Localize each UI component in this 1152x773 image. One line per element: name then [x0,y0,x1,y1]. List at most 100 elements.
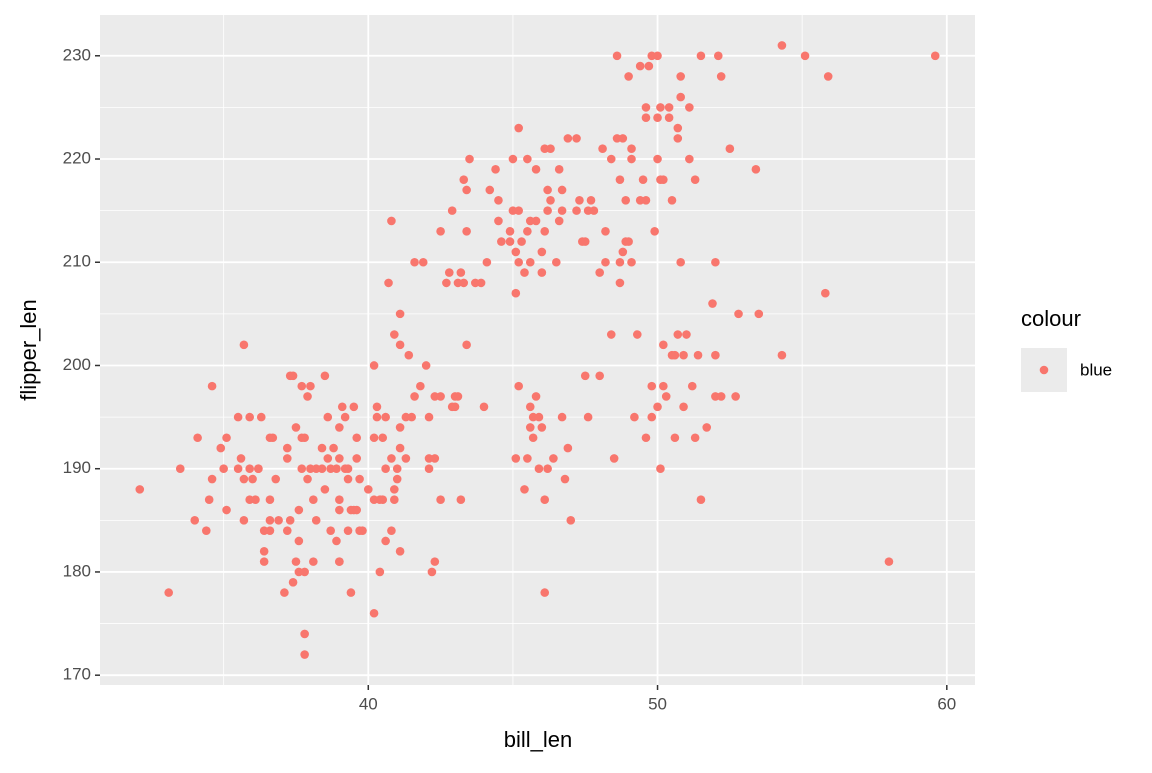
point [288,577,298,587]
x-tick-label: 50 [648,694,667,713]
point [294,536,304,546]
point [352,433,362,443]
point [256,412,266,422]
point [653,154,662,164]
point [494,196,503,205]
point [294,505,304,515]
point [378,433,388,443]
grid [100,15,975,685]
point [595,371,604,381]
point [517,237,526,246]
point [687,381,697,391]
point [494,216,503,226]
point [606,330,616,339]
point [601,226,610,236]
point [520,485,529,494]
point [456,268,466,277]
point [392,474,402,484]
point [369,608,379,618]
point [332,464,341,474]
point [685,154,694,164]
point [340,412,350,422]
point [265,516,275,525]
point [650,226,659,236]
point [202,526,211,535]
point [534,464,544,474]
point [627,144,636,153]
point [335,423,344,432]
point [395,309,405,319]
point [442,278,451,288]
point [659,340,668,350]
point [222,433,231,443]
point [557,206,567,215]
y-tick-label: 220 [63,148,91,167]
point [343,474,353,484]
point [207,474,217,484]
point [696,51,706,61]
point [511,288,521,298]
y-tick-label: 170 [63,665,91,684]
point [777,41,787,50]
point [349,402,359,412]
y-tick-label: 230 [63,45,91,64]
point [282,454,292,463]
point [696,495,706,504]
point [800,51,810,61]
point [300,650,309,659]
point [329,443,338,453]
point [514,257,523,267]
point [297,381,307,391]
point [424,464,434,474]
point [627,257,636,267]
point [282,443,292,453]
point [459,278,469,288]
y-tick-label: 180 [63,561,91,580]
point [430,557,440,566]
point [239,474,249,484]
point [554,165,564,174]
point [320,371,330,381]
point [656,103,665,112]
point [390,495,399,504]
point [531,216,541,226]
point [661,392,671,401]
point [291,557,301,566]
point [711,257,720,267]
point [523,226,532,236]
point [332,536,341,546]
point [656,464,665,474]
point [641,103,651,112]
point [618,247,628,257]
point [609,454,619,463]
point [670,433,680,443]
legend-marker [1039,365,1049,375]
point [554,216,564,226]
point [693,350,703,360]
point [317,464,327,474]
point [309,557,318,566]
point [436,226,445,236]
point [346,588,356,597]
point [537,423,547,432]
point [395,340,405,350]
point [497,237,506,246]
point [268,433,278,443]
point [664,103,674,112]
point [537,268,547,277]
point [390,330,399,339]
point [291,423,301,432]
point [777,350,787,360]
point [716,72,726,81]
point [369,433,379,443]
point [540,226,550,236]
point [690,433,700,443]
point [491,165,500,174]
point [282,526,292,535]
point [647,412,657,422]
point [297,464,307,474]
point [667,196,677,205]
point [708,299,717,308]
point [239,340,249,350]
point [375,567,385,577]
